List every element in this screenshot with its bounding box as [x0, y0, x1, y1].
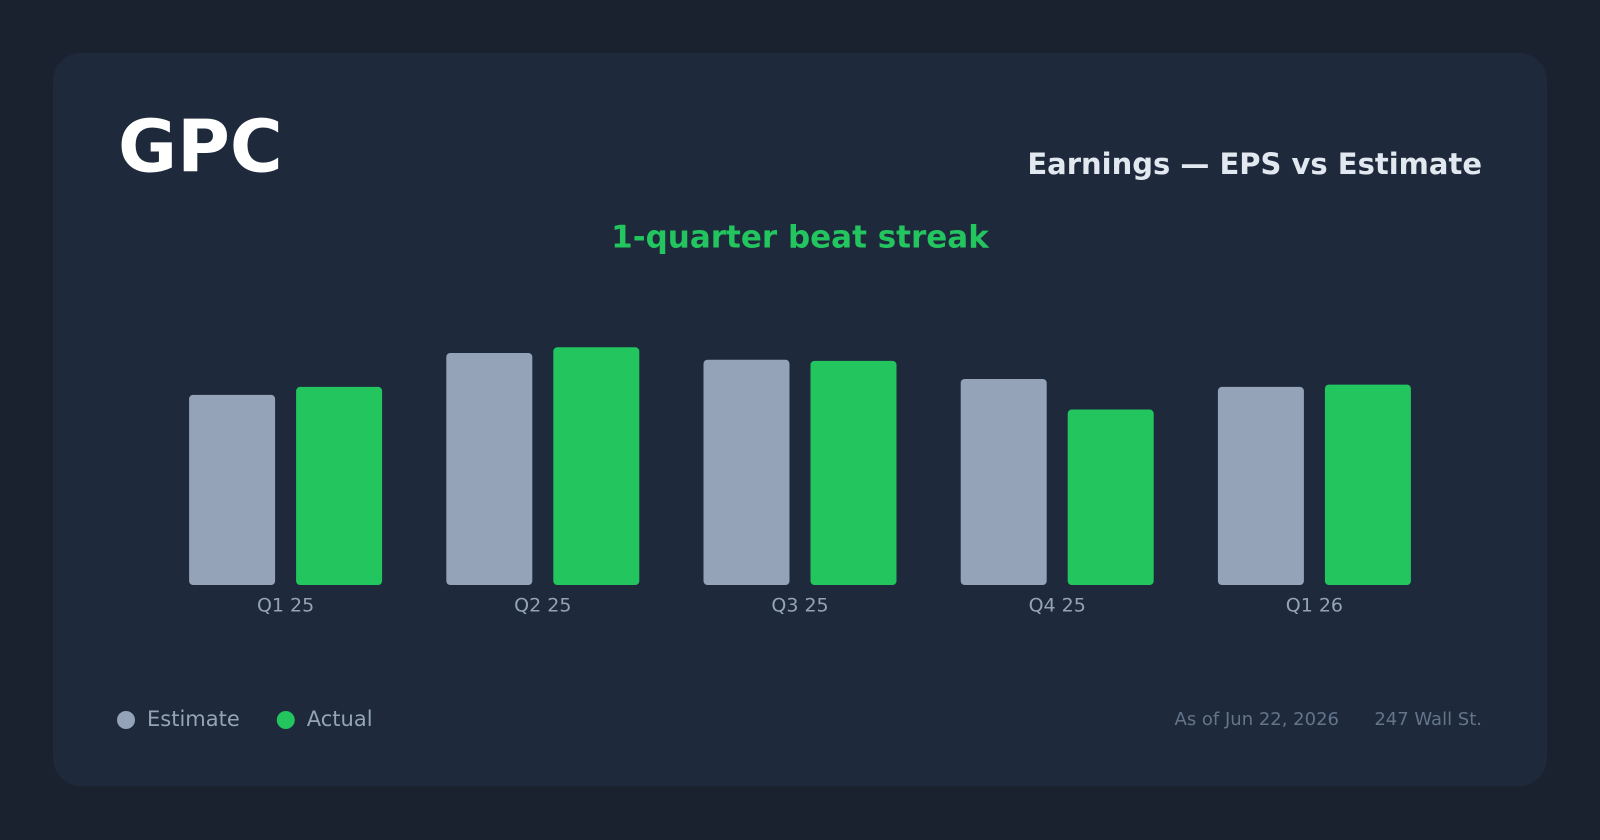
bar — [810, 360, 897, 585]
bar — [189, 394, 276, 585]
legend-label: Actual — [307, 707, 373, 731]
x-tick-label: Q2 25 — [514, 595, 571, 617]
x-tick-label: Q1 25 — [257, 595, 314, 617]
x-tick-label: Q4 25 — [1029, 595, 1086, 617]
annotation: 1-quarter beat streak — [611, 220, 990, 256]
bar — [703, 359, 790, 585]
x-tick-label: Q3 25 — [771, 595, 828, 617]
bar — [446, 352, 533, 585]
x-tick-label: Q1 26 — [1286, 595, 1343, 617]
date-note: As of Jun 22, 2026 — [1175, 709, 1340, 730]
bar — [1324, 384, 1411, 585]
bar — [1067, 409, 1154, 585]
chart-title: GPC — [118, 105, 283, 189]
source: 247 Wall St. — [1374, 709, 1482, 730]
legend-swatch — [276, 711, 295, 729]
bar — [960, 378, 1047, 585]
bar — [296, 386, 383, 585]
legend-swatch — [117, 711, 135, 729]
legend-label: Estimate — [147, 707, 240, 731]
card — [53, 53, 1547, 786]
bar — [553, 347, 640, 585]
bar — [1217, 386, 1304, 585]
chart-subtitle: Earnings — EPS vs Estimate — [1027, 147, 1482, 181]
